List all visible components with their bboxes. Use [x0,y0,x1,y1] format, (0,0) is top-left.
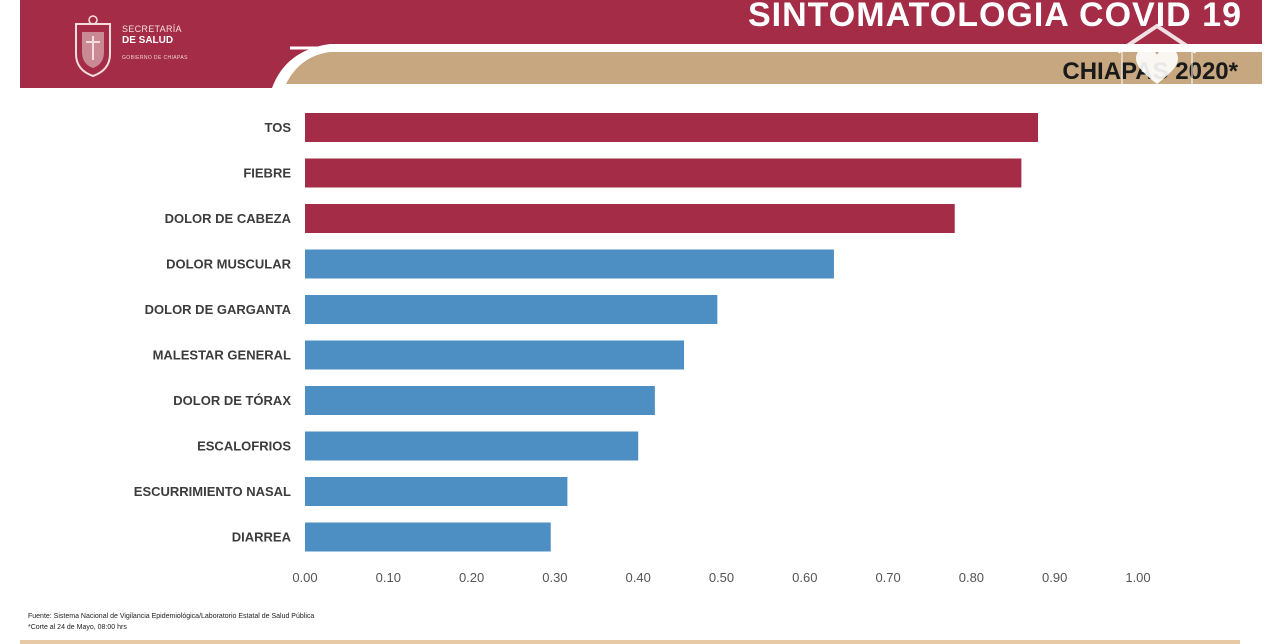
header-red-band [20,0,1262,88]
category-label-8: ESCURRIMIENTO NASAL [134,484,291,499]
bar-0 [305,113,1039,142]
bar-7 [305,431,639,461]
bar-6 [305,386,655,415]
logo-line3: GOBIERNO DE CHIAPAS [122,55,188,61]
header-background [20,0,1262,88]
category-label-4: DOLOR DE GARGANTA [145,302,292,317]
x-tick-label-3: 0.30 [542,570,567,585]
header-gold-band [286,52,1262,84]
category-label-6: DOLOR DE TÓRAX [173,393,291,408]
bottom-rule [20,640,1240,644]
heart-icon [1136,48,1178,84]
footer-source: Fuente: Sistema Nacional de Vigilancia E… [28,613,315,620]
x-tick-label-2: 0.20 [459,570,484,585]
coat-of-arms-icon [75,15,111,78]
bar-3 [305,249,834,279]
bar-1 [305,158,1022,188]
x-tick-label-1: 0.10 [376,570,401,585]
category-label-9: DIARREA [232,530,292,545]
x-tick-label-9: 0.90 [1042,570,1067,585]
x-tick-label-8: 0.80 [959,570,984,585]
bar-9 [305,522,551,552]
category-label-3: DOLOR MUSCULAR [166,257,292,272]
bar-8 [305,477,568,506]
home-icon [1116,23,1198,95]
logo-line1: SECRETARÍA [122,24,182,34]
bar-4 [305,295,718,324]
x-tick-label-4: 0.40 [626,570,651,585]
bar-5 [305,340,685,370]
category-label-2: DOLOR DE CABEZA [165,211,292,226]
logo: SECRETARÍA DE SALUD GOBIERNO DE CHIAPAS [68,12,218,82]
x-tick-label-6: 0.60 [792,570,817,585]
bar-chart: TOS FIEBRE DOLOR DE CABEZA DOLOR MUSCULAR DO… [134,113,1151,585]
category-label-1: FIEBRE [243,166,291,181]
category-label-0: TOS [265,120,292,135]
x-tick-label-7: 0.70 [875,570,900,585]
logo-line2: DE SALUD [122,35,174,46]
x-tick-label-0: 0.00 [292,570,317,585]
bar-2 [305,204,955,233]
header-banner: SECRETARÍA DE SALUD GOBIERNO DE CHIAPAS … [0,0,1280,100]
footer-note: *Corte al 24 de Mayo, 08:00 hrs [28,624,127,631]
footer-notes: Fuente: Sistema Nacional de Vigilancia E… [28,611,314,633]
category-label-5: MALESTAR GENERAL [153,348,291,363]
category-label-7: ESCALOFRIOS [197,439,291,454]
x-tick-label-5: 0.50 [709,570,734,585]
x-tick-label-10: 1.00 [1125,570,1150,585]
